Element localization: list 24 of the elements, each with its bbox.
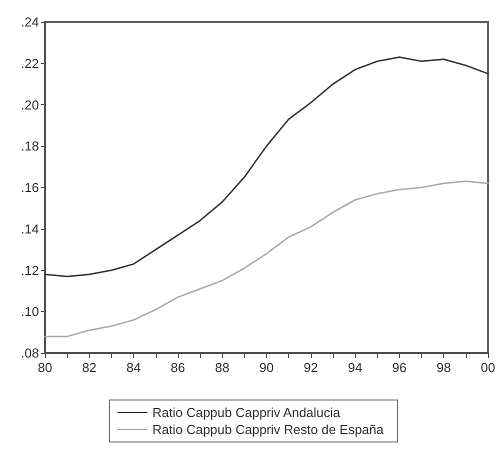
y-tick-label: .08 <box>20 346 39 360</box>
x-tick-label: 86 <box>170 360 186 375</box>
y-tick-label: .20 <box>20 97 39 112</box>
line-series <box>44 56 489 278</box>
x-tick-label: 98 <box>436 360 451 375</box>
y-tick-label: .18 <box>20 138 39 154</box>
x-tick-label: 96 <box>392 360 407 375</box>
line-series <box>44 180 489 338</box>
x-tick-label: 90 <box>259 360 274 375</box>
x-tick-label: 94 <box>348 360 362 375</box>
y-tick-label: .10 <box>20 304 39 320</box>
x-tick-label: 92 <box>304 360 318 375</box>
y-tick-label: .22 <box>20 56 39 71</box>
y-tick-label: .14 <box>20 221 39 236</box>
y-tick-label: .12 <box>20 262 39 278</box>
legend-label: Ratio Cappub Cappriv Resto de España <box>152 422 384 437</box>
y-tick-label: .24 <box>20 14 39 30</box>
x-tick-label: 84 <box>126 360 141 375</box>
x-tick-label: 88 <box>214 360 230 375</box>
x-tick-label: 80 <box>38 360 52 375</box>
x-tick-label: 00 <box>480 360 496 375</box>
x-tick-label: 82 <box>82 360 97 375</box>
legend-label: Ratio Cappub Cappriv Andalucia <box>152 405 342 420</box>
y-tick-label: .16 <box>20 180 39 195</box>
